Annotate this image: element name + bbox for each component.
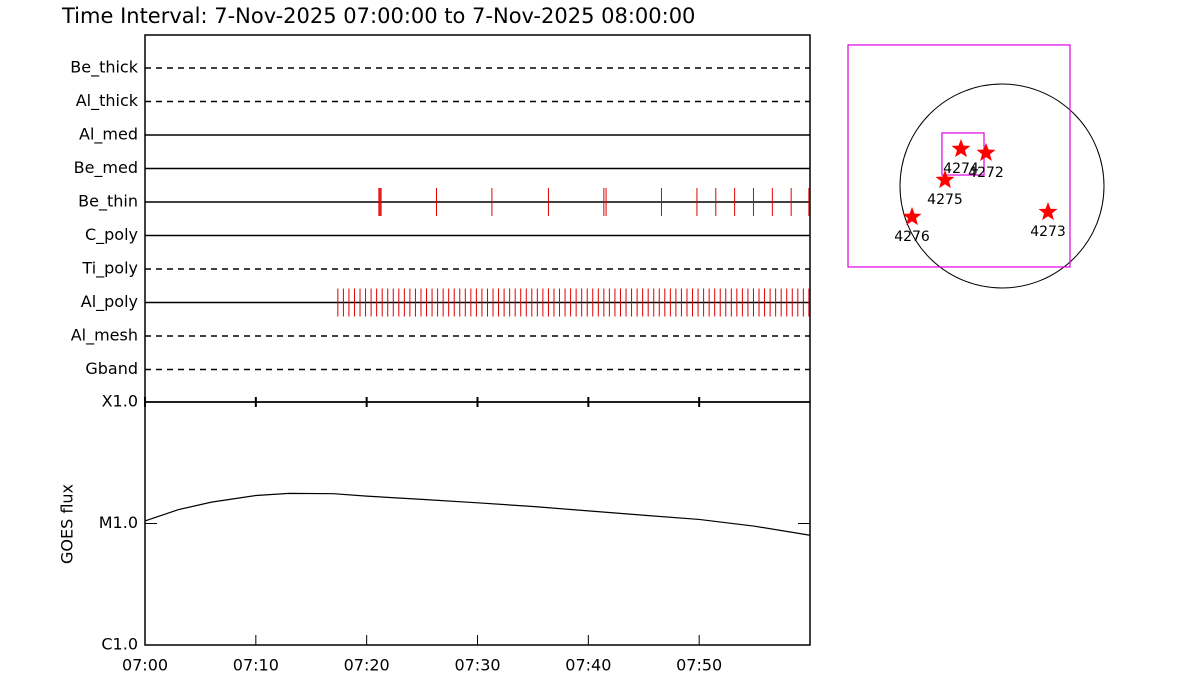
y-tick-label: X1.0 <box>102 392 138 411</box>
region-star <box>976 142 996 161</box>
y-tick-label: C1.0 <box>101 635 138 654</box>
row-label: Al_thick <box>76 91 139 111</box>
x-tick-label: 07:10 <box>233 656 279 675</box>
region-label: 4273 <box>1030 224 1066 240</box>
region-star <box>1038 202 1058 221</box>
row-label: Be_thin <box>78 192 138 212</box>
goes-curve <box>144 492 811 536</box>
row-label: Be_med <box>74 158 138 178</box>
goes-frame <box>144 401 811 646</box>
x-tick-label: 07:00 <box>122 656 168 675</box>
region-star <box>935 170 955 189</box>
y-axis-label: GOES flux <box>58 484 77 564</box>
solar-limb <box>899 83 1105 289</box>
x-tick-label: 07:30 <box>454 656 500 675</box>
row-label: Gband <box>85 359 138 378</box>
row-label: Al_mesh <box>71 326 138 346</box>
region-star <box>902 207 922 226</box>
row-label: Al_med <box>79 125 138 145</box>
region-label: 4275 <box>927 192 963 208</box>
fov-box <box>847 44 1071 268</box>
row-label: Al_poly <box>81 292 138 312</box>
row-label: C_poly <box>85 225 138 245</box>
row-label: Ti_poly <box>81 259 138 279</box>
region-label: 4274 <box>943 161 979 177</box>
region-star <box>951 139 971 158</box>
region-label: 4276 <box>894 229 930 245</box>
timeline-frame <box>144 34 811 403</box>
x-tick-label: 07:40 <box>565 656 611 675</box>
x-tick-label: 07:50 <box>676 656 722 675</box>
y-tick-label: M1.0 <box>99 513 138 532</box>
region-label: 4272 <box>968 165 1004 181</box>
x-tick-label: 07:20 <box>344 656 390 675</box>
row-label: Be_thick <box>70 58 138 78</box>
figure-title: Time Interval: 7-Nov-2025 07:00:00 to 7-… <box>61 4 695 28</box>
